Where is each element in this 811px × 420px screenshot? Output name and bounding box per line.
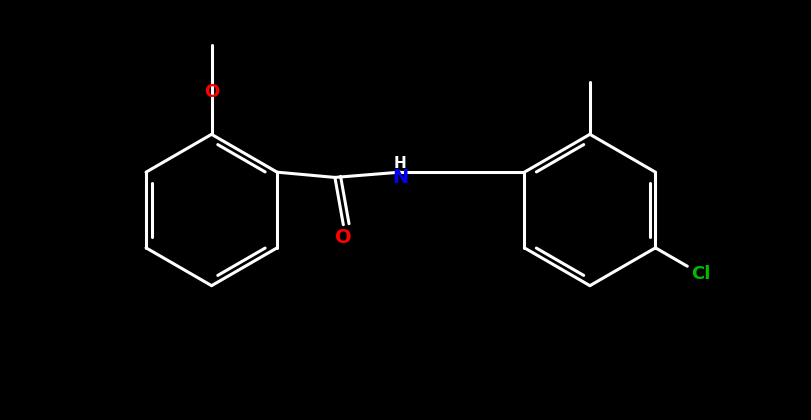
- Text: N: N: [392, 168, 408, 187]
- Text: Cl: Cl: [690, 265, 710, 283]
- Text: O: O: [204, 83, 219, 101]
- Text: H: H: [393, 156, 406, 171]
- Text: O: O: [335, 228, 351, 247]
